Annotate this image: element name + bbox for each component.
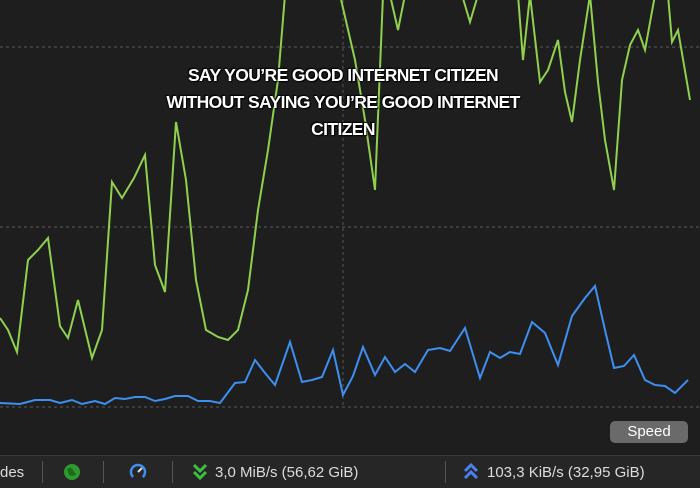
upload-icon bbox=[463, 463, 479, 480]
globe-icon[interactable] bbox=[63, 463, 81, 481]
download-speed: 3,0 MiB/s (56,62 GiB) bbox=[215, 464, 359, 481]
gauge-arc bbox=[129, 463, 147, 481]
speed-graph bbox=[0, 0, 700, 408]
status-text: des bbox=[0, 464, 25, 481]
gauge-needle bbox=[137, 467, 143, 473]
chevron bbox=[463, 469, 479, 480]
separator bbox=[103, 461, 104, 483]
chevron bbox=[463, 463, 479, 473]
meme-caption: SAY YOU’RE GOOD INTERNET CITIZEN WITHOUT… bbox=[166, 65, 520, 139]
download-line bbox=[0, 0, 691, 362]
upload-line bbox=[0, 283, 689, 406]
separator bbox=[172, 461, 173, 483]
chevron bbox=[192, 463, 208, 474]
status-bar: des 3,0 MiB/s (56,62 GiB) 103,3 KiB/s (3… bbox=[0, 455, 700, 488]
download-icon bbox=[192, 463, 208, 481]
globe-land bbox=[67, 467, 77, 476]
gauge-icon[interactable] bbox=[129, 463, 147, 481]
speed-button[interactable]: Speed bbox=[610, 421, 688, 443]
chevron bbox=[192, 470, 208, 481]
upload-speed: 103,3 KiB/s (32,95 GiB) bbox=[487, 464, 645, 481]
separator bbox=[445, 461, 446, 483]
separator bbox=[42, 461, 43, 483]
